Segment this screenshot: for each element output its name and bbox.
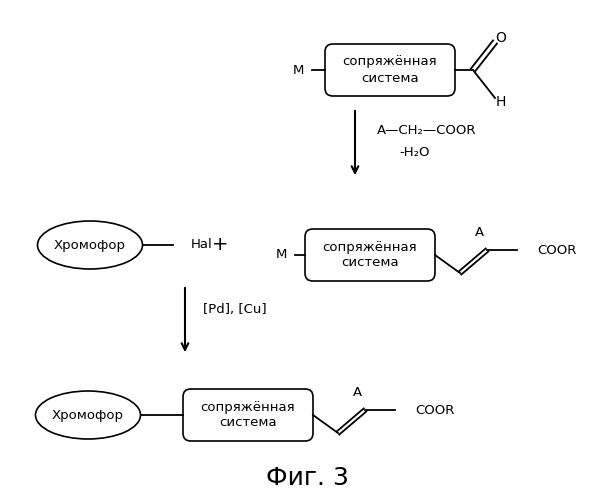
FancyBboxPatch shape [183,389,313,441]
Text: O: O [495,31,507,45]
FancyBboxPatch shape [325,44,455,96]
Text: +: + [212,236,228,255]
Text: Хромофор: Хромофор [54,238,126,252]
Text: система: система [361,72,419,85]
Ellipse shape [37,221,142,269]
Text: [Pd], [Cu]: [Pd], [Cu] [203,304,267,316]
Text: H: H [496,95,506,109]
FancyBboxPatch shape [305,229,435,281]
Text: A—CH₂—COOR: A—CH₂—COOR [377,124,476,136]
Text: Хромофор: Хромофор [52,408,124,422]
Text: сопряжённая: сопряжённая [323,240,418,254]
Text: M: M [293,64,304,76]
Text: COOR: COOR [415,404,454,416]
Text: Фиг. 3: Фиг. 3 [266,466,348,490]
Text: M: M [276,248,287,262]
Text: Hal: Hal [190,238,212,252]
Text: A: A [475,226,484,238]
Text: -H₂O: -H₂O [400,146,430,158]
Text: система: система [341,256,399,270]
Text: сопряжённая: сопряжённая [343,56,437,68]
Text: система: система [219,416,277,430]
Text: COOR: COOR [537,244,577,256]
Text: A: A [352,386,362,398]
Text: сопряжённая: сопряжённая [201,400,295,413]
Ellipse shape [36,391,141,439]
